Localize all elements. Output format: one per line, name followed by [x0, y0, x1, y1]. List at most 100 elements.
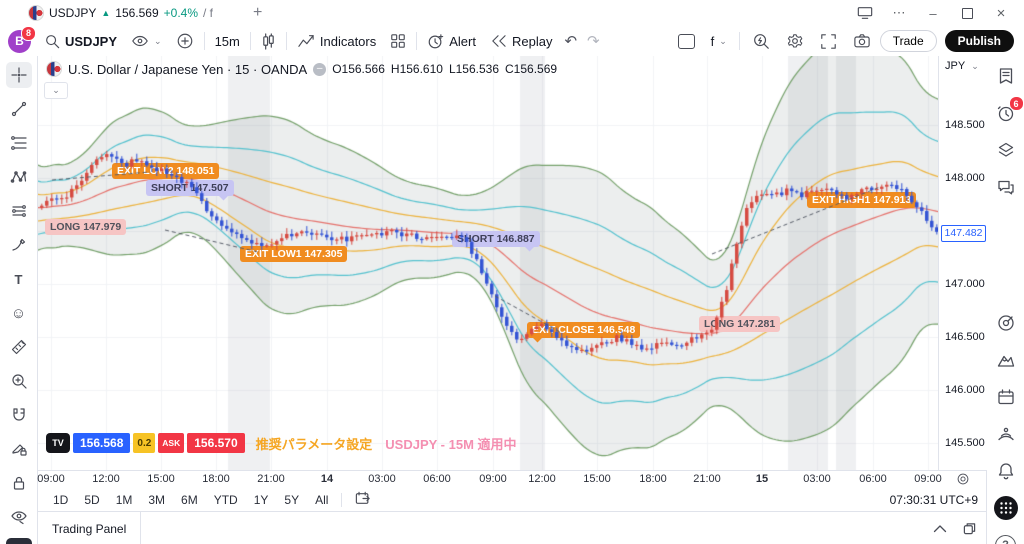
maximize-button[interactable]	[952, 2, 982, 24]
time-tick: 06:00	[859, 473, 887, 485]
alerts-icon[interactable]: 6	[994, 96, 1024, 125]
range-3M[interactable]: 3M	[148, 492, 166, 507]
brush-tool[interactable]	[6, 232, 32, 258]
fullscreen-button[interactable]	[813, 28, 844, 54]
time-tick: 09:00	[37, 473, 65, 485]
close-button[interactable]: ×	[996, 4, 1006, 22]
time-tick: 09:00	[479, 473, 507, 485]
chart-plot[interactable]: LONG 147.979 EXIT LOW2 148.051 SHORT 147.5…	[38, 56, 938, 470]
apps-menu-icon[interactable]	[993, 496, 1018, 520]
time-tick: 15:00	[583, 473, 611, 485]
prediction-tool[interactable]	[6, 198, 32, 224]
bid-price[interactable]: 156.568	[73, 433, 131, 453]
chart-style-button[interactable]	[254, 28, 283, 54]
trading-panel-tab[interactable]: Trading Panel	[38, 512, 142, 544]
fib-retracement-tool[interactable]	[6, 130, 32, 156]
drawing-lock-tool[interactable]	[6, 436, 32, 462]
ask-price[interactable]: 156.570	[187, 433, 245, 453]
cast-icon[interactable]	[850, 2, 880, 24]
indicator-templates-button[interactable]	[383, 28, 413, 54]
range-1Y[interactable]: 1Y	[253, 492, 269, 507]
expand-panel-icon[interactable]	[933, 524, 947, 533]
trade-button[interactable]: Trade	[879, 30, 937, 52]
grid-templates-icon	[391, 34, 406, 48]
layout-name-button[interactable]: f ⌄	[710, 33, 727, 49]
chat-icon[interactable]	[994, 175, 1018, 199]
calendar-icon[interactable]	[994, 385, 1018, 409]
layout-button[interactable]	[671, 28, 702, 54]
legend-collapse-button[interactable]: ⌄	[44, 82, 68, 99]
lock-all-tool[interactable]	[6, 470, 32, 496]
new-tab-button[interactable]: +	[253, 4, 263, 21]
xabcd-pattern-tool[interactable]	[6, 164, 32, 190]
streams-icon[interactable]	[994, 422, 1018, 446]
range-YTD[interactable]: YTD	[213, 492, 238, 507]
bid-ask-overlay: TV 156.568 0.2 ASK 156.570 推奨パラメータ設定 USD…	[46, 433, 517, 453]
trend-line-tool[interactable]	[6, 96, 32, 122]
alert-button[interactable]: Alert	[420, 28, 483, 54]
measure-tool[interactable]	[6, 334, 32, 360]
price-tick: 146.000	[945, 384, 985, 396]
price-axis[interactable]: JPY ⌄ 148.500 148.000 147.000 146.500 146.00…	[938, 56, 987, 470]
hide-indicator-icon[interactable]: –	[313, 62, 327, 76]
range-1M[interactable]: 1M	[115, 492, 133, 507]
magnet-tool[interactable]	[6, 402, 32, 428]
range-6M[interactable]: 6M	[181, 492, 198, 507]
chart-legend[interactable]: U.S. Dollar / Japanese Yen · 15 · OANDA …	[46, 61, 557, 77]
publish-button[interactable]: Publish	[944, 30, 1014, 52]
minimize-button[interactable]: –	[929, 5, 937, 21]
zoom-in-tool[interactable]	[6, 368, 32, 394]
main-toolbar: B 8 USDJPY ⌄ 15m Indicators Alert Replay…	[0, 25, 1024, 57]
quick-search-button[interactable]	[745, 28, 777, 54]
top-movers-icon[interactable]	[994, 348, 1018, 372]
emoji-tool[interactable]: ☺	[10, 304, 27, 322]
legend-low: L156.536	[448, 62, 500, 76]
bands-canvas	[38, 56, 938, 470]
go-to-date-button[interactable]	[348, 489, 378, 511]
notifications-bell-icon[interactable]	[994, 459, 1018, 483]
compare-add-button[interactable]	[169, 28, 201, 54]
snapshot-button[interactable]	[846, 28, 878, 54]
range-1D[interactable]: 1D	[53, 492, 69, 507]
range-5D[interactable]: 5D	[84, 492, 100, 507]
drawing-toolbar: T ☺	[0, 56, 38, 544]
help-icon[interactable]: ?	[994, 533, 1018, 544]
current-price-label: 147.482	[941, 224, 986, 242]
chart-area[interactable]: LONG 147.979 EXIT LOW2 148.051 SHORT 147.5…	[37, 56, 987, 544]
undo-button[interactable]: ↶	[564, 33, 578, 50]
time-axis[interactable]: 09:00 12:00 15:00 18:00 21:00 14 03:00 06:00 09:…	[37, 470, 986, 489]
sync-drawings-tool[interactable]	[5, 538, 32, 544]
symbol-search-button[interactable]: USDJPY	[37, 28, 124, 54]
time-tick: 12:00	[92, 473, 120, 485]
restore-panel-icon[interactable]	[963, 522, 976, 535]
indicators-button[interactable]: Indicators	[290, 28, 383, 54]
tab-change: +0.4%	[163, 6, 199, 20]
object-tree-icon[interactable]	[994, 138, 1018, 162]
more-menu-button[interactable]: ⋯	[892, 5, 906, 20]
range-5Y[interactable]: 5Y	[284, 492, 300, 507]
hide-drawings-tool[interactable]	[6, 504, 32, 530]
watchlist-eye-dropdown[interactable]: ⌄	[124, 28, 169, 54]
axis-currency[interactable]: JPY	[945, 60, 966, 72]
range-All[interactable]: All	[315, 492, 329, 507]
bottom-panel-row: Trading Panel	[38, 511, 986, 544]
ideas-icon[interactable]	[994, 311, 1018, 335]
replay-button[interactable]: Replay	[483, 28, 559, 54]
tab-suffix: / f	[203, 6, 214, 20]
layout-icon	[677, 33, 695, 49]
text-tool[interactable]: T	[14, 271, 23, 287]
browser-tab[interactable]: USDJPY ▲ 156.569 +0.4% / f	[0, 0, 223, 26]
avatar[interactable]: B 8	[8, 25, 36, 53]
watchlist-icon[interactable]	[994, 64, 1018, 88]
legend-title[interactable]: U.S. Dollar / Japanese Yen · 15 · OANDA	[68, 61, 308, 77]
time-tick: 03:00	[803, 473, 831, 485]
interval-button[interactable]: 15m	[214, 33, 240, 49]
axis-gear-icon[interactable]	[956, 472, 970, 489]
timezone-clock[interactable]: 07:30:31 UTC+9	[889, 493, 978, 507]
indicators-icon	[298, 35, 314, 47]
redo-button[interactable]: ↷	[587, 33, 600, 50]
window-titlebar: USDJPY ▲ 156.569 +0.4% / f + ⋯ – ×	[0, 0, 1024, 26]
settings-button[interactable]	[779, 28, 811, 54]
crosshair-tool[interactable]	[5, 62, 32, 88]
time-tick: 09:00	[914, 473, 942, 485]
